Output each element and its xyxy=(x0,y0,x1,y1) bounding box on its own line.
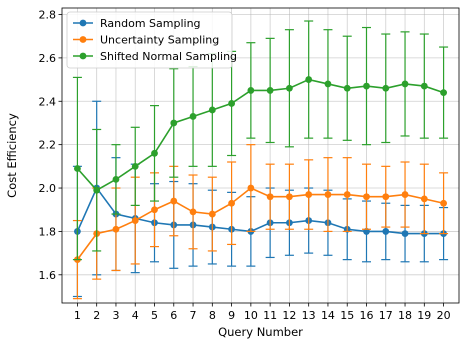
data-point xyxy=(247,184,255,192)
tick-layer: 1.61.82.02.22.42.62.81 2 3 4 5 6 7 8 9 10 11 12 13 14… xyxy=(39,9,451,322)
data-point xyxy=(189,113,197,120)
x-tick-label: 4 xyxy=(132,309,139,322)
data-point xyxy=(266,87,274,94)
legend-marker xyxy=(79,52,87,60)
y-tick-label: 1.6 xyxy=(39,269,57,282)
data-point xyxy=(189,208,197,216)
data-point xyxy=(420,82,428,90)
data-point xyxy=(93,186,101,194)
x-tick-label: 12 xyxy=(282,309,296,322)
y-tick-label: 2.8 xyxy=(39,9,57,22)
x-tick-label: 16 xyxy=(359,309,373,322)
legend-marker xyxy=(79,19,87,27)
data-point xyxy=(343,84,351,92)
series-layer xyxy=(72,20,449,300)
data-point xyxy=(440,89,447,96)
data-point xyxy=(324,80,332,88)
data-point xyxy=(305,76,313,83)
legend-label: Uncertainty Sampling xyxy=(100,34,219,47)
x-tick-label: 14 xyxy=(321,309,335,322)
data-point xyxy=(228,199,235,207)
data-point xyxy=(324,191,332,198)
data-point xyxy=(363,82,370,90)
data-point xyxy=(131,217,139,224)
data-point xyxy=(286,84,293,92)
data-point xyxy=(382,193,390,201)
data-point xyxy=(401,80,409,88)
data-point xyxy=(343,191,351,198)
data-point xyxy=(228,100,235,107)
x-tick-label: 20 xyxy=(437,309,451,322)
plot-frame xyxy=(61,7,460,304)
data-point xyxy=(170,119,178,127)
data-point xyxy=(363,193,370,201)
data-point xyxy=(151,149,158,157)
x-tick-label: 1 xyxy=(74,309,81,322)
data-point xyxy=(112,225,120,233)
legend-label: Random Sampling xyxy=(100,17,201,30)
x-tick-label: 5 xyxy=(151,309,158,322)
legend: Random Sampling Uncertainty Sampling Shift… xyxy=(66,11,237,69)
data-point xyxy=(151,206,158,214)
x-tick-label: 8 xyxy=(209,309,216,322)
x-tick-label: 7 xyxy=(190,309,197,322)
data-point xyxy=(382,84,390,92)
data-point xyxy=(440,199,447,207)
x-tick-label: 6 xyxy=(170,309,177,322)
x-tick-label: 2 xyxy=(93,309,100,322)
series-line xyxy=(76,187,444,261)
data-point xyxy=(170,197,178,205)
data-point xyxy=(247,87,255,94)
x-tick-label: 11 xyxy=(263,309,277,322)
y-tick-label: 1.8 xyxy=(39,225,57,238)
y-tick-label: 2.4 xyxy=(39,95,57,108)
y-tick-label: 2.6 xyxy=(39,52,57,65)
y-axis-label: Cost Efficiency xyxy=(5,113,19,198)
x-tick-label: 3 xyxy=(112,309,119,322)
x-axis-label: Query Number xyxy=(218,325,303,339)
x-tick-label: 17 xyxy=(379,309,393,322)
x-tick-label: 13 xyxy=(302,309,316,322)
data-point xyxy=(382,228,390,235)
x-tick-label: 10 xyxy=(244,309,258,322)
y-tick-label: 2.0 xyxy=(39,182,57,195)
y-tick-label: 2.2 xyxy=(39,139,57,152)
series-line xyxy=(76,78,444,192)
data-point xyxy=(208,210,216,218)
data-point xyxy=(112,175,120,183)
legend-box xyxy=(66,11,233,69)
series-0 xyxy=(72,100,449,298)
series-2 xyxy=(72,20,449,261)
data-point xyxy=(401,191,409,198)
data-point xyxy=(266,193,274,201)
series-1 xyxy=(72,144,449,300)
data-point xyxy=(305,191,313,198)
data-point xyxy=(208,106,216,114)
x-tick-label: 18 xyxy=(398,309,412,322)
data-point xyxy=(401,230,409,237)
data-point xyxy=(131,162,139,170)
legend-marker xyxy=(79,36,87,43)
data-point xyxy=(420,195,428,203)
data-point xyxy=(286,193,293,201)
x-tick-label: 19 xyxy=(417,309,431,322)
x-tick-label: 9 xyxy=(228,309,235,322)
x-tick-label: 15 xyxy=(340,309,354,322)
legend-label: Shifted Normal Sampling xyxy=(100,50,237,63)
data-point xyxy=(74,165,81,172)
